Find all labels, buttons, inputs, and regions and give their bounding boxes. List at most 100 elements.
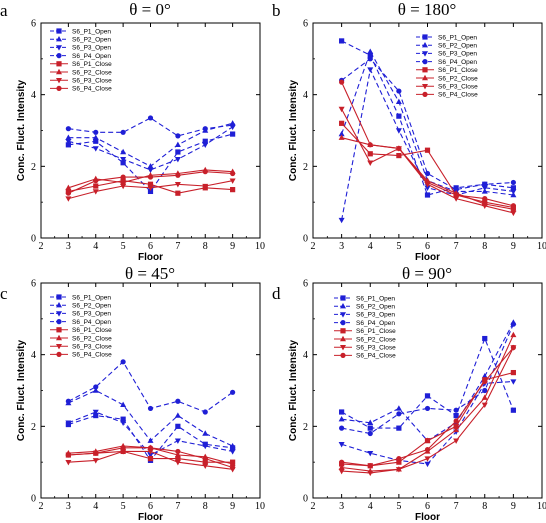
data-point [481, 394, 488, 400]
data-point [510, 379, 517, 385]
series-S6_P1_Open [339, 335, 516, 431]
data-point [481, 203, 488, 209]
data-point [367, 463, 373, 469]
data-point [481, 372, 488, 379]
legend-label: S6_P1_Close [72, 327, 112, 334]
data-point [367, 430, 373, 437]
legend-label: S6_P3_Open [72, 311, 111, 318]
data-point [396, 145, 402, 152]
data-point [396, 88, 402, 94]
data-point [229, 178, 236, 184]
data-point [93, 412, 99, 419]
x-tick-label: 3 [66, 241, 71, 252]
data-point [396, 113, 402, 119]
legend-label: S6_P1_Open [72, 294, 111, 301]
data-point [120, 174, 126, 180]
legend-marker [56, 334, 62, 341]
data-point [396, 459, 402, 465]
data-point [120, 160, 126, 166]
x-tick-label: 5 [121, 501, 126, 512]
data-point [338, 442, 345, 448]
x-tick-label: 9 [230, 241, 235, 252]
series-S6_P2_Open [65, 387, 236, 449]
data-point [424, 456, 431, 462]
data-point [175, 190, 181, 196]
data-point [120, 183, 127, 190]
data-point [338, 130, 345, 137]
legend-label: S6_P3_Close [438, 84, 478, 91]
legend-label: S6_P2_Close [72, 69, 112, 76]
legend-marker [56, 45, 62, 51]
data-point [202, 409, 208, 415]
legend-label: S6_P1_Open [72, 28, 111, 35]
legend-label: S6_P3_Open [72, 45, 111, 52]
data-point [339, 79, 345, 85]
legend-label: S6_P4_Open [72, 53, 111, 60]
y-axis-label: Conc. Fluct. Intensity [16, 340, 27, 442]
data-point [396, 425, 402, 431]
legend-marker [56, 85, 62, 91]
legend: S6_P1_Open S6_P2_OpenS6_P3_OpenS6_P4_Open… [50, 294, 112, 359]
data-point [174, 141, 181, 148]
x-tick-label: 8 [203, 501, 208, 512]
data-point [339, 459, 345, 465]
data-point [424, 461, 431, 468]
data-point [92, 189, 99, 195]
legend-marker [56, 78, 62, 84]
data-point [367, 52, 373, 58]
data-point [147, 188, 154, 195]
x-tick-label: 4 [93, 241, 98, 252]
data-point [367, 425, 373, 431]
x-tick-label: 4 [368, 501, 373, 512]
data-point [395, 128, 402, 134]
data-point [453, 196, 460, 202]
legend-marker [422, 59, 428, 65]
legend-label: S6_P1_Open [356, 295, 395, 302]
data-point [481, 185, 488, 192]
y-tick-label: 4 [303, 90, 308, 101]
data-point [339, 425, 345, 431]
x-tick-label: 4 [368, 241, 373, 252]
data-point [65, 190, 71, 196]
x-tick-label: 10 [255, 241, 265, 252]
data-point [65, 139, 72, 145]
data-point [92, 146, 99, 152]
legend-marker [422, 34, 428, 40]
data-point [367, 160, 374, 166]
legend-marker [422, 84, 428, 90]
x-tick-label: 10 [537, 501, 546, 512]
data-point [424, 447, 431, 453]
data-point [230, 389, 236, 395]
y-tick-label: 2 [31, 162, 36, 173]
y-tick-label: 6 [303, 279, 308, 290]
legend-label: S6_P1_Close [356, 328, 396, 335]
data-point [510, 344, 516, 351]
x-tick-label: 7 [454, 501, 459, 512]
y-tick-label: 6 [31, 19, 36, 30]
data-point [120, 129, 126, 135]
data-point [482, 335, 488, 342]
y-tick-label: 4 [31, 90, 36, 101]
series-S6_P2_Open [65, 120, 236, 169]
series-line [68, 117, 233, 137]
data-point [367, 470, 374, 477]
series-S6_P4_Open [339, 321, 516, 437]
x-tick-label: 2 [39, 241, 44, 252]
legend-label: S6_P2_Open [356, 304, 395, 311]
x-tick-label: 9 [511, 241, 516, 252]
data-point [453, 187, 459, 193]
data-point [93, 183, 99, 189]
data-point [453, 192, 459, 198]
data-point [202, 169, 208, 175]
x-tick-label: 3 [66, 501, 71, 512]
data-point [175, 455, 181, 462]
data-point [510, 185, 516, 191]
legend-label: S6_P3_Close [72, 344, 112, 351]
legend: S6_P1_Open S6_P2_OpenS6_P3_OpenS6_P4_Open… [334, 295, 396, 360]
data-point [338, 217, 345, 224]
data-point [510, 331, 517, 338]
legend-marker [56, 311, 62, 317]
series-S6_P3_Open [65, 409, 236, 459]
